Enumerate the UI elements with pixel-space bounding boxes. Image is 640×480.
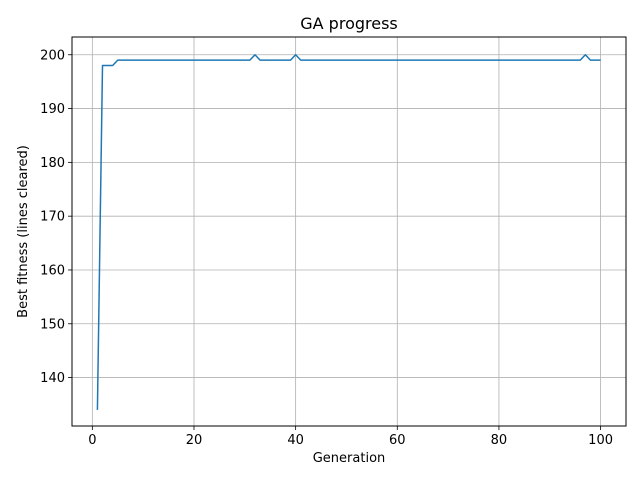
y-tick-label: 200 [40, 48, 65, 63]
series-layer [96, 54, 601, 410]
ticks: 0 20 40 60 80 100 140 150 160 170 180 190 200 [40, 48, 613, 448]
series-line [96, 54, 601, 410]
x-tick-label: 0 [88, 433, 96, 448]
y-tick-label: 160 [40, 263, 65, 278]
y-tick-label: 190 [40, 102, 65, 117]
y-axis-label: Best fitness (lines cleared) [16, 145, 31, 318]
y-tick-label: 150 [40, 317, 65, 332]
x-tick-label: 20 [186, 433, 203, 448]
y-tick-label: 140 [40, 371, 65, 386]
chart-title: GA progress [300, 14, 398, 33]
x-tick-label: 80 [491, 433, 508, 448]
x-axis-label: Generation [313, 451, 386, 466]
y-tick-label: 170 [40, 210, 65, 225]
x-tick-label: 40 [287, 433, 304, 448]
grid [72, 37, 626, 426]
x-tick-label: 60 [389, 433, 406, 448]
y-tick-label: 180 [40, 156, 65, 171]
plot-frame [71, 36, 627, 427]
x-tick-label: 100 [588, 433, 613, 448]
